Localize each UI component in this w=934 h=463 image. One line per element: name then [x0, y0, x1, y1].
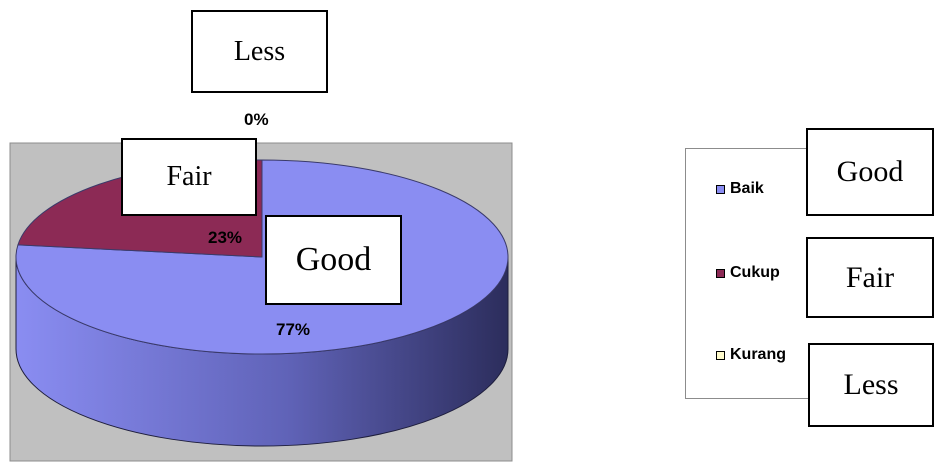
callout-less: Less	[191, 10, 328, 93]
legend-swatch-kurang	[716, 350, 725, 360]
legend-item-cukup: Cukup	[716, 264, 780, 282]
data-label-kurang: 0%	[244, 110, 269, 129]
legend-callout-fair: Fair	[806, 237, 934, 318]
legend-label-cukup: Cukup	[730, 264, 780, 281]
legend-label-kurang: Kurang	[730, 346, 786, 363]
data-label-baik: 77%	[276, 320, 311, 339]
legend-callout-less: Less	[808, 343, 934, 427]
legend-item-baik: Baik	[716, 180, 764, 198]
callout-good: Good	[265, 215, 402, 305]
legend-item-kurang: Kurang	[716, 346, 786, 364]
legend-label-baik: Baik	[730, 180, 764, 197]
legend-swatch-cukup	[716, 268, 725, 278]
data-label-cukup: 23%	[208, 228, 243, 247]
callout-fair: Fair	[121, 138, 257, 216]
legend-swatch-baik	[716, 184, 725, 194]
legend-callout-good: Good	[806, 128, 934, 216]
